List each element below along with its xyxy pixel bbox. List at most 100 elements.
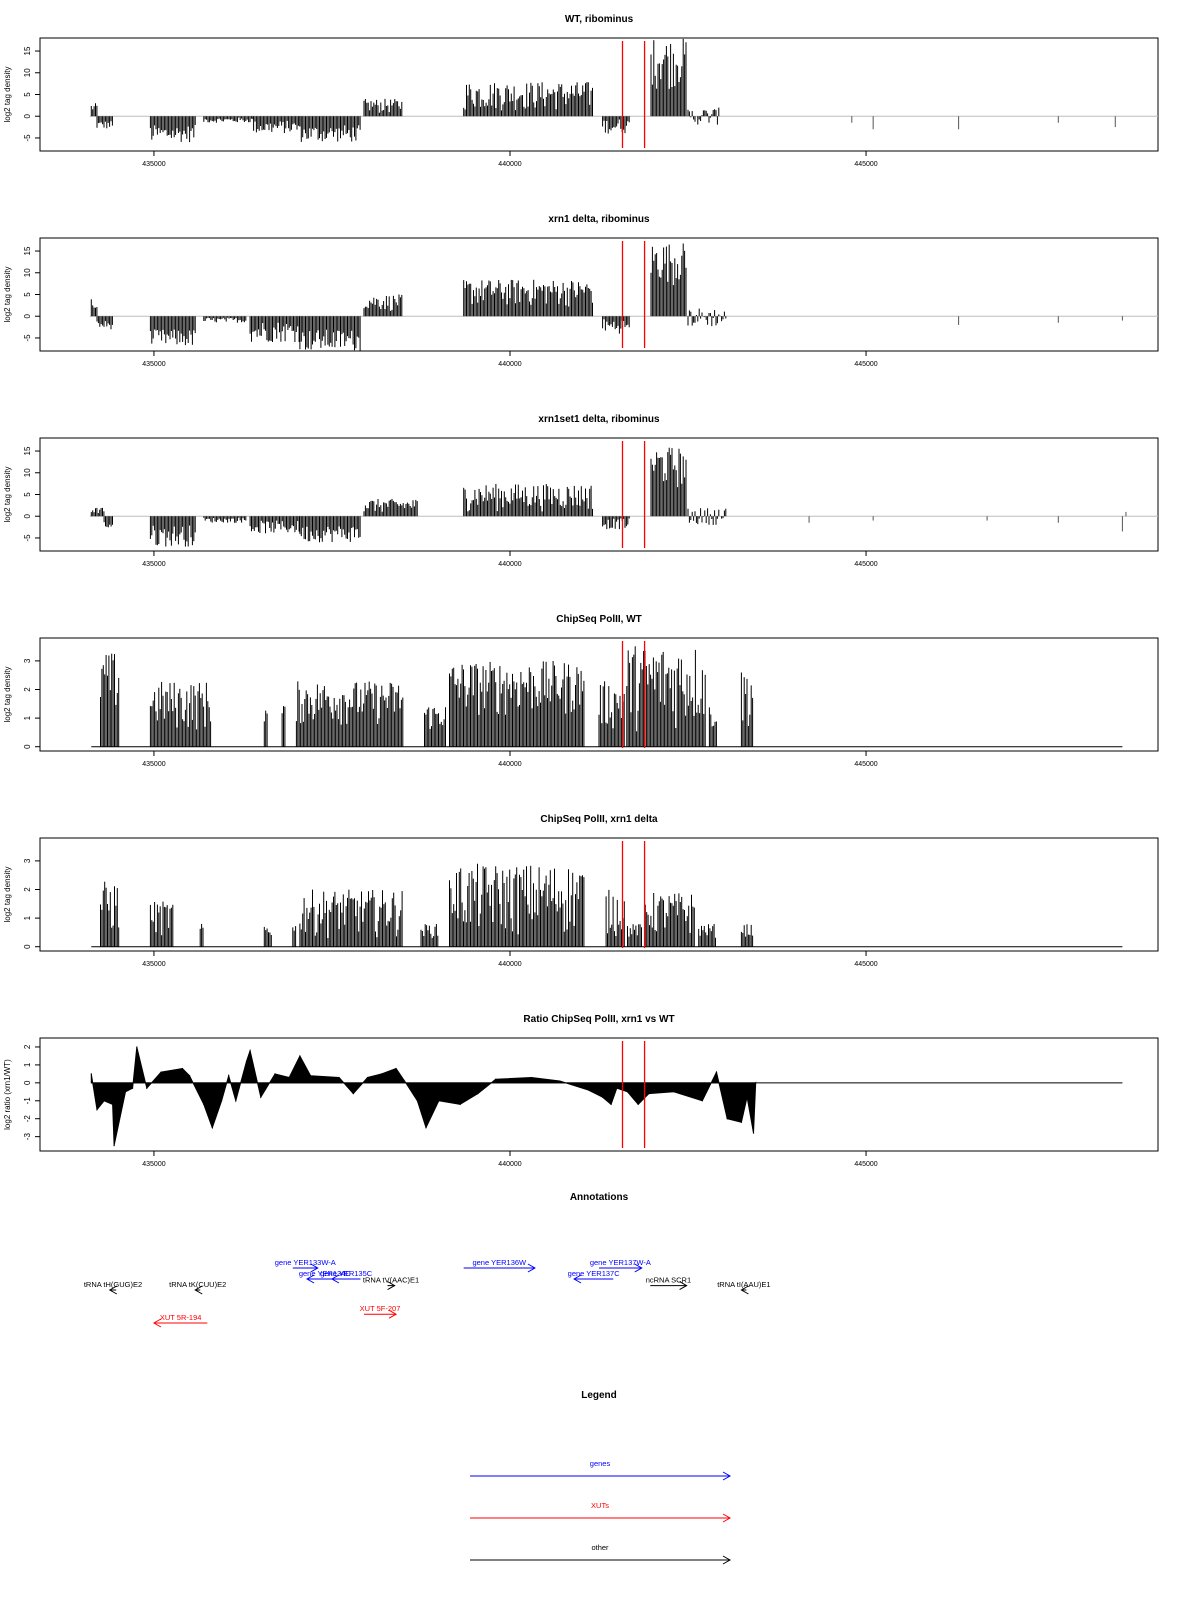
ratio-point bbox=[755, 1082, 757, 1084]
data-region bbox=[100, 881, 120, 947]
data-region bbox=[299, 516, 361, 543]
data-region bbox=[249, 316, 300, 342]
annotation-label: tRNA tV(AAC)E1 bbox=[363, 1276, 419, 1285]
y-tick-label: 5 bbox=[23, 292, 32, 297]
annotation-label: gene YER134C bbox=[299, 1269, 352, 1278]
y-axis-label: log2 tag density bbox=[3, 866, 12, 922]
y-tick-label: 5 bbox=[23, 92, 32, 97]
arrow-head bbox=[722, 1513, 732, 1523]
data-region bbox=[602, 516, 630, 530]
y-tick-label: 15 bbox=[23, 446, 32, 455]
annotation-label: gene YER137C bbox=[568, 1269, 621, 1278]
arrow-head bbox=[194, 1285, 203, 1295]
data-region bbox=[263, 710, 268, 747]
data-region bbox=[687, 107, 720, 125]
ratio-point bbox=[610, 1103, 612, 1105]
data-region bbox=[363, 294, 403, 317]
data-region bbox=[449, 863, 585, 947]
arrow-head bbox=[310, 1263, 319, 1273]
y-tick-label: 3 bbox=[23, 658, 32, 663]
data-region bbox=[740, 924, 754, 947]
ratio-point bbox=[752, 1132, 755, 1134]
y-tick-label: 3 bbox=[23, 858, 32, 863]
legend-label: XUTs bbox=[591, 1501, 609, 1510]
arrow-head bbox=[722, 1471, 732, 1481]
ratio-point bbox=[495, 1078, 497, 1080]
ratio-point bbox=[530, 1076, 532, 1079]
ratio-point bbox=[395, 1067, 397, 1070]
x-tick-label: 440000 bbox=[498, 361, 521, 368]
legend-entry-genes: genes bbox=[470, 1459, 732, 1481]
ratio-point bbox=[673, 1091, 675, 1093]
ratio-point bbox=[352, 1093, 354, 1095]
x-tick-label: 445000 bbox=[854, 761, 877, 768]
ratio-point bbox=[146, 1087, 148, 1089]
annotation-label: ncRNA SCR1 bbox=[646, 1276, 691, 1285]
y-tick-label: -2 bbox=[23, 1115, 32, 1123]
annotation-label: tRNA tI(AAU)E1 bbox=[717, 1280, 770, 1289]
y-tick-label: 0 bbox=[23, 313, 32, 318]
plot-frame bbox=[39, 437, 1159, 552]
data-region bbox=[96, 116, 113, 129]
annotation-other: ncRNA SCR1 bbox=[646, 1276, 691, 1291]
annotation-label: XUT 5R-194 bbox=[160, 1313, 202, 1322]
data-region bbox=[149, 901, 174, 947]
ratio-point bbox=[438, 1100, 440, 1102]
data-region bbox=[253, 116, 301, 134]
data-region bbox=[199, 923, 204, 947]
chart-panel-4: ChipSeq PolII, WT log2 tag density 0 1 2 3 435… bbox=[3, 614, 1159, 768]
data-region bbox=[650, 243, 687, 317]
y-tick-label: 10 bbox=[23, 268, 32, 277]
y-tick-label: -5 bbox=[23, 134, 32, 142]
ratio-point bbox=[746, 1096, 748, 1098]
x-tick-label: 445000 bbox=[854, 361, 877, 368]
ratio-point bbox=[103, 1100, 105, 1102]
ratio-point bbox=[299, 1055, 301, 1057]
data-region bbox=[299, 116, 361, 142]
legend-title: Legend bbox=[581, 1390, 617, 1401]
arrow-head bbox=[573, 1274, 582, 1284]
arrow-head bbox=[527, 1263, 536, 1273]
y-tick-label: 2 bbox=[23, 887, 32, 892]
annotation-label: tRNA tH(GUG)E2 bbox=[84, 1280, 142, 1289]
arrow-head bbox=[388, 1309, 398, 1319]
plot-frame bbox=[39, 37, 1159, 152]
data-region bbox=[96, 316, 113, 330]
ratio-point bbox=[715, 1071, 718, 1073]
annotation-gene: gene YER135C bbox=[320, 1269, 373, 1284]
annotation-label: gene YER136W bbox=[472, 1258, 527, 1267]
data-region bbox=[463, 82, 593, 117]
legend-entry-other: other bbox=[470, 1543, 732, 1565]
arrow-head bbox=[306, 1274, 315, 1284]
y-axis-label: log2 tag density bbox=[3, 266, 12, 322]
data-region bbox=[363, 498, 418, 517]
data-region bbox=[149, 116, 196, 143]
data-region bbox=[449, 661, 585, 747]
ratio-point bbox=[211, 1127, 213, 1129]
data-region bbox=[698, 924, 716, 947]
arrow-head bbox=[330, 1274, 340, 1284]
ratio-point bbox=[235, 1100, 237, 1102]
x-tick-label: 440000 bbox=[498, 1161, 521, 1168]
data-region bbox=[627, 924, 642, 947]
ratio-point bbox=[726, 1118, 728, 1120]
plot-frame bbox=[39, 637, 1159, 752]
x-tick-label: 435000 bbox=[142, 1161, 165, 1168]
data-region bbox=[420, 924, 439, 947]
ratio-point bbox=[740, 1121, 743, 1123]
ratio-point bbox=[260, 1096, 262, 1098]
ratio-point bbox=[477, 1093, 479, 1095]
annotation-other: tRNA tK(CUU)E2 bbox=[169, 1280, 226, 1295]
y-tick-label: 1 bbox=[23, 915, 32, 920]
ratio-point bbox=[245, 1060, 248, 1062]
x-tick-label: 435000 bbox=[142, 161, 165, 168]
data-region bbox=[263, 926, 272, 947]
data-region bbox=[463, 279, 593, 317]
arrow-head bbox=[634, 1263, 643, 1273]
ratio-point bbox=[601, 1096, 604, 1098]
legend-label: genes bbox=[590, 1459, 611, 1468]
data-region bbox=[602, 116, 630, 134]
x-tick-label: 435000 bbox=[142, 361, 165, 368]
legend-label: other bbox=[591, 1543, 609, 1552]
